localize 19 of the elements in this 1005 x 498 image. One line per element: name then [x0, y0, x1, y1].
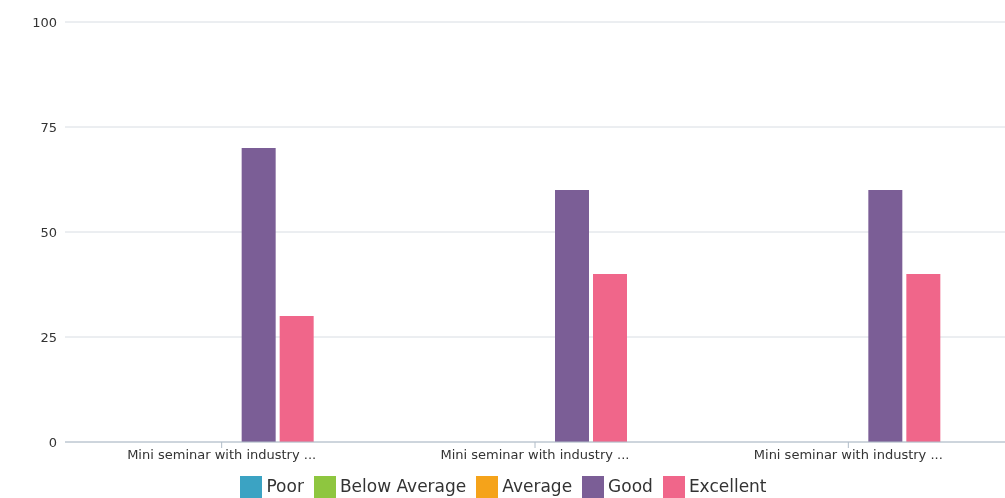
legend-label: Good: [608, 476, 653, 496]
y-tick-label: 100: [32, 14, 57, 30]
legend-label: Excellent: [688, 476, 767, 496]
y-tick-label: 50: [40, 224, 57, 240]
bar: [555, 190, 589, 442]
legend-label: Poor: [266, 476, 304, 496]
bar: [279, 316, 314, 442]
x-tick-label: Mini seminar with industry ...: [440, 447, 630, 463]
bar: [241, 148, 276, 442]
bar: [593, 274, 627, 442]
y-tick-label: 75: [40, 119, 57, 135]
y-tick-label: 0: [48, 434, 57, 450]
bar: [906, 274, 941, 442]
legend-label: Average: [502, 476, 573, 496]
bar: [868, 190, 903, 442]
x-tick-label: Mini seminar with industry ...: [753, 447, 943, 463]
legend-label: Below Average: [339, 476, 467, 496]
x-tick-label: Mini seminar with industry ...: [127, 447, 317, 463]
y-tick-label: 25: [40, 329, 57, 345]
